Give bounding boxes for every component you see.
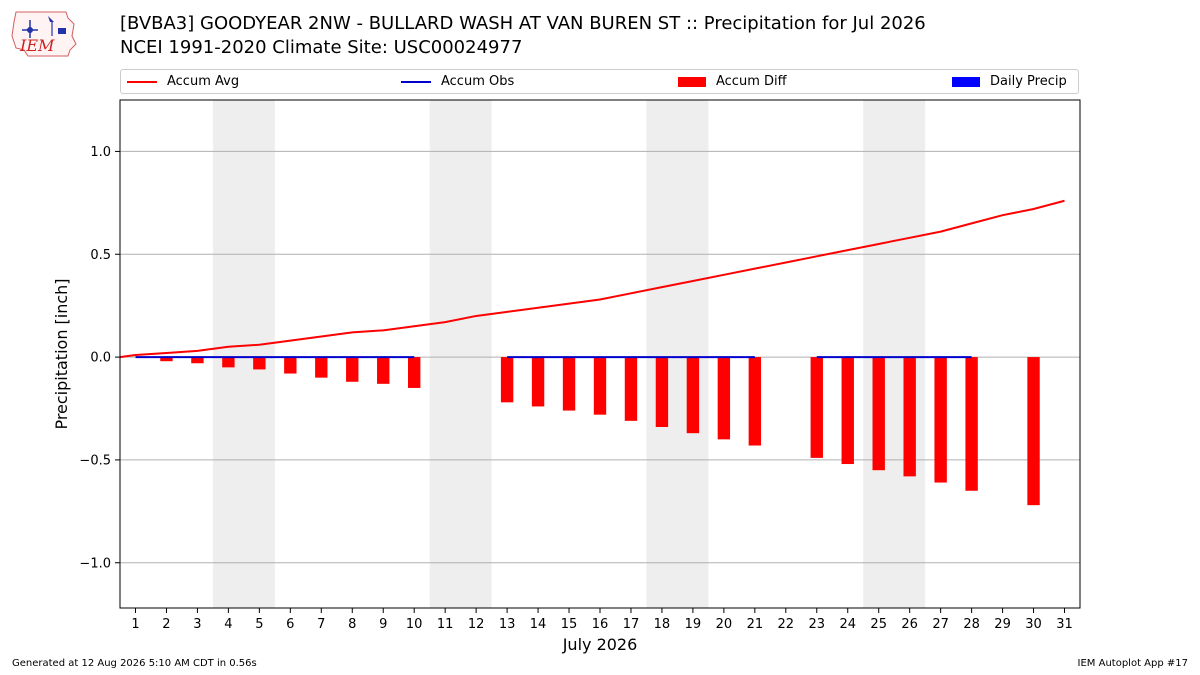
legend-item-accum-obs: Accum Obs: [401, 73, 514, 91]
logo-text: IEM: [19, 36, 55, 55]
legend-swatch-daily-precip: [952, 76, 980, 87]
legend-item-daily-precip: Daily Precip: [952, 73, 1067, 91]
x-tick-label-20: 20: [716, 617, 733, 632]
accum-diff-bar-day-15: [562, 357, 576, 411]
accum-diff-bar-day-30: [1027, 357, 1040, 506]
x-tick-label-5: 5: [255, 617, 263, 632]
accum-diff-bar-day-19: [686, 357, 700, 434]
x-tick-label-19: 19: [685, 617, 702, 632]
x-tick-label-28: 28: [963, 617, 980, 632]
weekend-shading: [212, 100, 926, 608]
x-tick-label-9: 9: [379, 617, 387, 632]
x-tick-label-11: 11: [437, 617, 454, 632]
accum-diff-bar-day-8: [346, 357, 359, 382]
legend-label-accum-diff: Accum Diff: [716, 74, 787, 89]
accum-diff-bar-day-5: [253, 357, 266, 370]
weekend-band-0: [212, 100, 275, 608]
y-tick-label-3: 0.5: [90, 248, 111, 263]
legend-swatch-accum-diff: [678, 76, 706, 87]
x-tick-label-23: 23: [809, 617, 826, 632]
legend-label-daily-precip: Daily Precip: [990, 74, 1067, 89]
y-tick-label-4: 1.0: [90, 145, 111, 160]
accum-diff-bar-day-10: [408, 357, 421, 388]
x-tick-label-7: 7: [317, 617, 325, 632]
weekend-band-3: [863, 100, 926, 608]
weekend-band-2: [646, 100, 709, 608]
x-tick-label-22: 22: [778, 617, 795, 632]
y-axis-label: Precipitation [inch]: [52, 278, 71, 429]
x-tick-label-16: 16: [592, 617, 609, 632]
x-tick-label-26: 26: [901, 617, 918, 632]
x-axis-label: July 2026: [562, 635, 638, 654]
x-tick-label-1: 1: [131, 617, 139, 632]
accum-avg-line: [119, 199, 1065, 359]
x-tick-label-2: 2: [162, 617, 170, 632]
x-tick-label-17: 17: [623, 617, 640, 632]
accum-diff-bar-day-16: [593, 357, 607, 415]
x-tick-label-14: 14: [530, 617, 547, 632]
x-tick-label-15: 15: [561, 617, 578, 632]
accum-diff-bar-day-17: [624, 357, 638, 421]
x-tick-label-8: 8: [348, 617, 356, 632]
accum-diff-bar-day-21: [748, 357, 762, 446]
generated-note: Generated at 12 Aug 2026 5:10 AM CDT in …: [12, 658, 257, 669]
axis-ticks: −1.0−0.50.00.51.01 2 3 4 5 6 7 8 9 10 11 12 13 14 15 16…: [79, 145, 1072, 632]
y-tick-label-0: −1.0: [79, 556, 111, 571]
accum-diff-bar-day-14: [531, 357, 545, 407]
accum-diff-bar-day-2: [160, 357, 173, 362]
app-credit: IEM Autoplot App #17: [1077, 658, 1188, 669]
x-tick-label-13: 13: [499, 617, 516, 632]
x-tick-label-30: 30: [1025, 617, 1042, 632]
x-tick-label-10: 10: [406, 617, 423, 632]
accum-diff-bar-day-26: [903, 357, 916, 477]
x-tick-label-29: 29: [994, 617, 1011, 632]
weekend-band-1: [429, 100, 492, 608]
legend-item-accum-diff: Accum Diff: [678, 73, 787, 91]
legend-label-accum-avg: Accum Avg: [167, 74, 240, 89]
x-tick-label-21: 21: [747, 617, 764, 632]
legend-swatch-accum-avg: [127, 80, 157, 83]
accum-diff-bar-day-18: [655, 357, 669, 428]
accum-diff-bar-day-7: [315, 357, 328, 378]
accum-diff-bars: [160, 357, 1040, 506]
x-tick-label-18: 18: [654, 617, 671, 632]
accum-diff-bar-day-25: [872, 357, 885, 471]
y-tick-label-1: −0.5: [79, 453, 111, 468]
x-tick-label-27: 27: [932, 617, 949, 632]
chart-title: [BVBA3] GOODYEAR 2NW - BULLARD WASH AT V…: [120, 13, 926, 34]
x-tick-label-12: 12: [468, 617, 485, 632]
accum-diff-bar-day-27: [934, 357, 947, 483]
accum-diff-bar-day-13: [500, 357, 514, 403]
legend-label-accum-obs: Accum Obs: [441, 74, 515, 89]
chart-subtitle: NCEI 1991-2020 Climate Site: USC00024977: [120, 37, 523, 58]
x-tick-label-3: 3: [193, 617, 201, 632]
accum-diff-bar-day-3: [191, 357, 204, 364]
x-tick-label-6: 6: [286, 617, 294, 632]
accum-diff-bar-day-9: [377, 357, 390, 384]
iem-logo: IEM: [11, 11, 77, 57]
accum-diff-bar-day-24: [841, 357, 854, 465]
accum-diff-bar-day-20: [717, 357, 731, 440]
chart-legend: Accum Avg Accum Obs Accum Diff Daily Pre…: [120, 69, 1079, 94]
x-tick-label-24: 24: [839, 617, 856, 632]
x-tick-label-25: 25: [870, 617, 887, 632]
series-lines: [119, 199, 1065, 359]
accum-diff-bar-day-28: [965, 357, 978, 491]
legend-item-accum-avg: Accum Avg: [127, 73, 239, 91]
accum-diff-bar-day-6: [284, 357, 297, 374]
accum-diff-bar-day-4: [222, 357, 235, 368]
x-tick-label-4: 4: [224, 617, 232, 632]
y-tick-label-2: 0.0: [90, 351, 111, 366]
legend-swatch-accum-obs: [401, 80, 431, 83]
x-tick-label-31: 31: [1056, 617, 1073, 632]
accum-diff-bar-day-23: [810, 357, 823, 458]
